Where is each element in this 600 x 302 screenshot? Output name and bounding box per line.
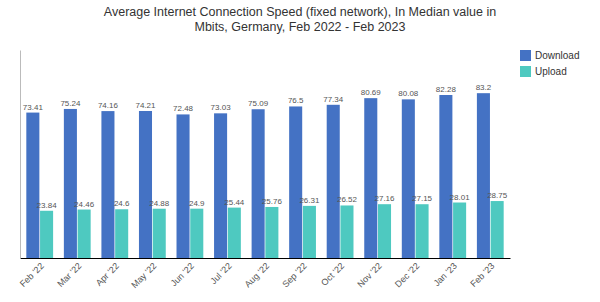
plot: 73.41 75.24 74.16 74.21 72.48 73.03 75.09 76.5 7… (18, 51, 511, 291)
y-axis-line (20, 51, 21, 259)
x-tick-label: Dec '22 (393, 261, 421, 289)
data-label: 28.75 (487, 191, 508, 200)
data-label: 25.76 (262, 197, 283, 206)
bar (378, 204, 391, 258)
data-label: 73.03 (211, 103, 232, 112)
x-tick: Apr '22 (94, 261, 121, 288)
data-label: 24.6 (114, 199, 130, 208)
x-axis: Feb '22 Mar '22 Apr '22 May '22 Jun '22 Jul '… (18, 259, 511, 291)
data-label: 77.34 (323, 95, 344, 104)
bar (303, 206, 316, 258)
x-tick-label: Nov '22 (355, 261, 383, 289)
x-tick-label: Mar '22 (55, 261, 83, 289)
bar (177, 114, 190, 258)
x-tick: Jul '22 (208, 261, 233, 286)
x-tick-label: Oct '22 (319, 261, 346, 288)
x-tick: Oct '22 (319, 261, 346, 288)
x-tick: Feb '22 (18, 261, 46, 289)
x-tick: Aug '22 (243, 261, 271, 289)
x-tick: Jan '23 (431, 261, 458, 288)
x-tick: Sep '22 (280, 261, 308, 289)
bar (228, 208, 241, 258)
legend-swatch (520, 66, 531, 77)
bar (453, 203, 466, 258)
x-tick-label: Jan '23 (431, 261, 458, 288)
bars (26, 93, 503, 258)
bar (439, 95, 452, 258)
x-tick: Mar '22 (55, 261, 83, 289)
legend-label: Download (535, 50, 579, 61)
data-label: 74.16 (98, 101, 119, 110)
data-label: 24.9 (189, 199, 205, 208)
bar (416, 204, 429, 258)
x-tick: Jun '22 (169, 261, 196, 288)
bar (327, 105, 340, 258)
data-label: 23.84 (37, 201, 58, 210)
bar (491, 201, 504, 258)
data-label: 80.69 (361, 88, 382, 97)
data-label: 76.5 (288, 96, 304, 105)
x-tick-label: Jun '22 (169, 261, 196, 288)
data-label: 24.88 (149, 199, 170, 208)
data-label: 27.16 (374, 194, 395, 203)
bar (265, 207, 278, 258)
x-axis-line (21, 258, 511, 259)
bar (190, 209, 203, 258)
data-label: 82.28 (436, 85, 457, 94)
data-label: 73.41 (23, 103, 44, 112)
x-tick-label: Aug '22 (243, 261, 271, 289)
data-label: 83.2 (476, 83, 492, 92)
x-tick-label: Jul '22 (208, 261, 233, 286)
legend-label: Upload (535, 66, 567, 77)
bar (101, 111, 114, 258)
bar (252, 109, 265, 258)
bar (64, 109, 77, 258)
legend-item: Upload (520, 66, 567, 77)
legend: Download Upload (520, 50, 579, 77)
bar (477, 93, 490, 258)
bar (402, 99, 415, 258)
data-label: 24.46 (74, 200, 95, 209)
data-label: 75.09 (248, 99, 269, 108)
x-tick-label: Apr '22 (94, 261, 121, 288)
bar (364, 98, 377, 258)
chart: Average Internet Connection Speed (fixed… (0, 0, 600, 302)
bar (115, 209, 128, 258)
data-label: 26.31 (299, 196, 320, 205)
data-label: 25.44 (224, 198, 245, 207)
x-tick: May '22 (129, 261, 158, 290)
data-labels: 73.41 75.24 74.16 74.21 72.48 73.03 75.09 76.5 7… (23, 83, 508, 210)
x-tick: Nov '22 (355, 261, 383, 289)
x-tick-label: Feb '22 (18, 261, 46, 289)
data-label: 75.24 (60, 99, 81, 108)
bar (153, 209, 166, 258)
title: Average Internet Connection Speed (fixed… (104, 5, 496, 34)
legend-swatch (520, 50, 531, 61)
bar (26, 113, 39, 258)
x-tick: Dec '22 (393, 261, 421, 289)
x-tick-label: Sep '22 (280, 261, 308, 289)
data-label: 74.21 (135, 101, 156, 110)
title-line: Average Internet Connection Speed (fixed… (104, 5, 496, 19)
data-label: 28.01 (450, 193, 471, 202)
bar (139, 111, 152, 258)
data-label: 72.48 (173, 104, 194, 113)
x-tick: Feb '23 (468, 261, 496, 289)
bar (40, 211, 53, 258)
title-line: Mbits, Germany, Feb 2022 - Feb 2023 (195, 20, 406, 34)
bar (214, 113, 227, 258)
bar (78, 210, 91, 258)
data-label: 26.52 (337, 195, 358, 204)
legend-item: Download (520, 50, 579, 61)
bar (289, 106, 302, 258)
y-axis (20, 51, 21, 259)
data-label: 80.08 (398, 89, 419, 98)
x-tick-label: Feb '23 (468, 261, 496, 289)
data-label: 27.15 (412, 194, 433, 203)
x-tick-label: May '22 (129, 261, 158, 290)
bar (340, 205, 353, 258)
